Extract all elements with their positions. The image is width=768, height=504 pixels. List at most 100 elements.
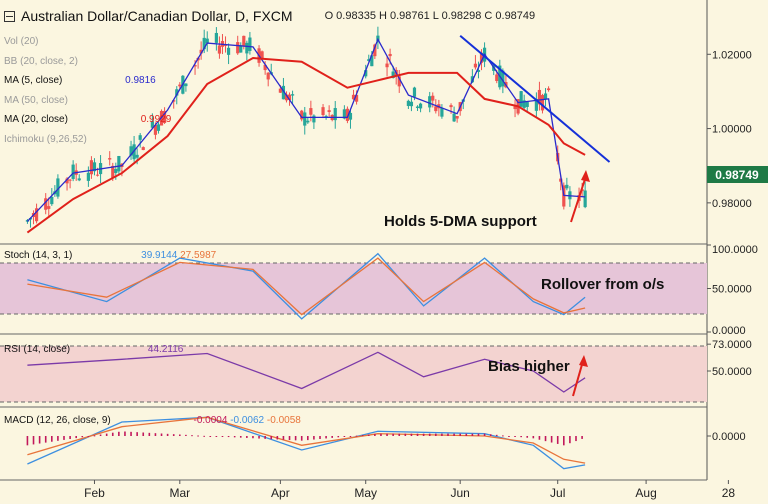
stoch-band [0,263,707,314]
candle-up [156,124,161,131]
time-axis: Feb Mar Apr May Jun Jul Aug 28 [84,480,735,500]
candle-up [50,196,54,205]
macd-signal-line [27,416,586,464]
collapse-icon[interactable] [4,10,15,22]
candle-down [242,35,246,46]
macd-label: MACD (12, 26, close, 9) -0.0004 -0.0062 … [4,415,301,426]
macd-hist-bar [502,435,504,437]
indicator-ma5[interactable]: MA (5, close) 0.9816 [4,75,156,86]
macd-hist-bar [179,434,181,436]
candle-down [388,53,392,57]
macd-hist-bar [142,432,145,436]
macd-hist-bar [26,436,29,446]
macd-hist-bar [343,436,346,437]
time-label: 28 [722,486,736,500]
candle-up [324,115,328,117]
candle-down [321,107,325,115]
ohlc-values: O 0.98335 H 0.98761 L 0.98298 C 0.98749 [324,10,536,22]
arrow-up-rsi [572,355,588,397]
candle-up [428,96,432,108]
candle-down [68,179,72,181]
macd-hist-bar [465,433,468,436]
candle-down [44,198,48,210]
macd-hist-bar [526,436,529,438]
macd-hist-bar [453,433,455,436]
macd-histogram [26,431,583,446]
macd-hist-bar [398,433,401,436]
indicator-legend: Vol (20) BB (20, close, 2) MA (5, close)… [4,32,171,149]
time-label: May [354,486,377,500]
candle-down [193,65,197,67]
scale-label: 0.0000 [712,325,746,337]
candle-down [449,105,453,108]
macd-hist-bar [51,436,53,442]
annotation-bias-higher: Bias higher [488,358,570,375]
candle-up [306,120,310,123]
candle-down [327,110,331,113]
macd-hist-bar [160,433,163,436]
macd-hist-bar [508,436,510,437]
stoch-d-line [27,257,586,316]
candle-up [364,70,368,77]
candle-down [546,88,551,91]
candle-up [367,59,371,61]
candle-up [303,112,307,126]
candle-up [150,121,154,128]
candle-down [354,94,359,102]
scale-label: 1.02000 [712,49,752,61]
macd-hist-bar [300,436,303,441]
candle-up [525,102,529,107]
indicator-ma50[interactable]: MA (50, close) [4,94,68,106]
candle-down [434,106,438,112]
macd-hist-bar [392,433,394,436]
price-scales: 1.02000 1.00000 0.98000 100.0000 50.0000 0.00… [707,49,758,443]
candle-down [513,106,517,110]
candle-up [519,91,523,107]
rsi-band [0,346,707,402]
candle-down [263,64,267,71]
macd-hist-bar [209,436,212,437]
macd-hist-bar [93,435,96,437]
macd-hist-bar [441,433,443,436]
macd-hist-bar [355,435,358,437]
candle-up [583,190,587,208]
macd-hist-bar [325,436,327,439]
macd-hist-bar [185,434,187,436]
macd-hist-bar [331,436,333,438]
candle-down [65,178,69,184]
indicator-ma20[interactable]: MA (20, close) 0.9929 [4,114,172,125]
stoch-label: Stoch (14, 3, 1) 39.9144 27.5987 [4,250,217,261]
indicator-vol[interactable]: Vol (20) [4,36,39,47]
macd-line [27,416,586,470]
candle-up [409,101,414,107]
macd-hist-bar [538,436,541,440]
macd-hist-bar [380,433,382,436]
candle-down [47,206,51,209]
candle-up [214,32,218,43]
candle-up [543,93,548,100]
candle-down [431,95,435,101]
ma20-line [26,56,586,234]
indicator-bb[interactable]: BB (20, close, 2) [4,55,78,67]
candle-up [56,178,60,197]
macd-hist-bar [233,436,236,438]
macd-hist-bar [435,433,437,436]
candle-up [92,162,97,172]
resistance-trendline[interactable] [459,34,611,163]
macd-hist-bar [215,436,218,437]
candle-up [245,42,249,54]
scale-label: 0.0000 [712,431,746,443]
candle-down [217,45,222,54]
rsi-label: RSI (14, close) 44.2116 [4,344,184,355]
candle-down [89,160,94,175]
candle-down [345,108,350,121]
time-label: Jun [451,486,470,500]
candle-up [348,112,353,120]
macd-hist-bar [148,432,151,436]
candle-down [153,124,158,135]
indicator-ichimoku[interactable]: Ichimoku (9,26,52) [4,133,87,145]
candle-up [412,87,417,97]
candle-up [312,115,316,123]
macd-hist-bar [166,433,169,436]
